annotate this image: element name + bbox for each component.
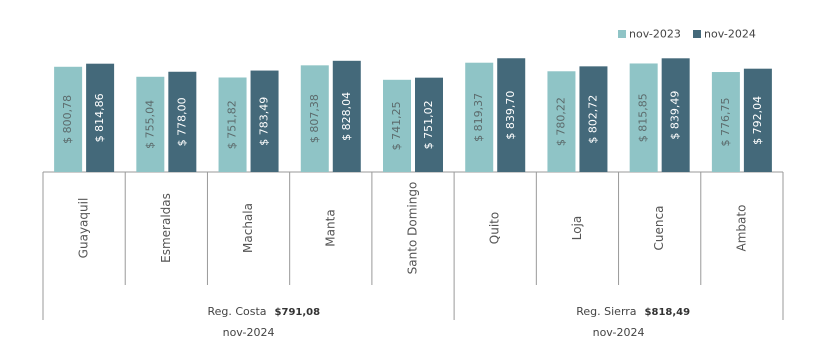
group-total: $791,08 [275, 307, 321, 318]
value-label: $ 800,78 [61, 95, 74, 144]
group-total: $818,49 [645, 307, 691, 318]
category-label: Quito [488, 212, 502, 244]
value-label: $ 778,00 [175, 97, 188, 146]
bar [383, 79, 411, 172]
bar [629, 63, 658, 173]
value-label: $ 819,37 [472, 93, 485, 142]
category-label: Loja [570, 216, 584, 241]
bar [661, 58, 690, 172]
value-label: $ 755,04 [143, 100, 156, 149]
bar [218, 77, 247, 172]
category-label: Esmeraldas [159, 193, 173, 263]
value-label: $ 751,02 [422, 100, 435, 149]
category-label: Santo Domingo [406, 182, 420, 275]
group-period: nov-2024 [593, 326, 645, 339]
bar [711, 72, 740, 172]
value-label: $ 792,04 [751, 96, 764, 145]
bar [547, 71, 576, 172]
value-label: $ 807,38 [308, 94, 321, 143]
bar [465, 62, 494, 172]
value-label: $ 741,25 [390, 101, 403, 150]
bar [168, 71, 197, 172]
value-label: $ 780,22 [554, 97, 567, 146]
bar [579, 66, 608, 172]
bar [497, 58, 526, 172]
group-label: Reg. Costa [207, 305, 266, 318]
bar [54, 66, 83, 172]
category-label: Guayaquil [77, 198, 91, 259]
value-label: $ 839,70 [504, 91, 517, 140]
value-label: $ 783,49 [258, 97, 271, 146]
bar [300, 65, 329, 172]
category-label: Machala [241, 203, 255, 253]
value-label: $ 802,72 [586, 95, 599, 144]
bar [743, 68, 772, 172]
category-label: Cuenca [652, 206, 666, 251]
value-label: $ 828,04 [340, 92, 353, 141]
bar [136, 76, 165, 172]
bar [332, 60, 361, 173]
value-label: $ 815,85 [637, 93, 650, 142]
bar [86, 63, 115, 172]
value-label: $ 776,75 [719, 98, 732, 147]
category-label: Ambato [734, 205, 748, 252]
legend-label: nov-2024 [704, 28, 756, 41]
value-label: $ 814,86 [93, 93, 106, 142]
legend-swatch [618, 30, 626, 38]
group-label: Reg. Sierra [576, 305, 636, 318]
value-label: $ 751,82 [226, 100, 239, 149]
category-label: Manta [323, 209, 337, 246]
bar [415, 77, 443, 172]
group-period: nov-2024 [223, 326, 275, 339]
legend-swatch [693, 30, 701, 38]
bar [250, 70, 279, 172]
value-label: $ 839,49 [669, 91, 682, 140]
legend-label: nov-2023 [629, 28, 681, 41]
